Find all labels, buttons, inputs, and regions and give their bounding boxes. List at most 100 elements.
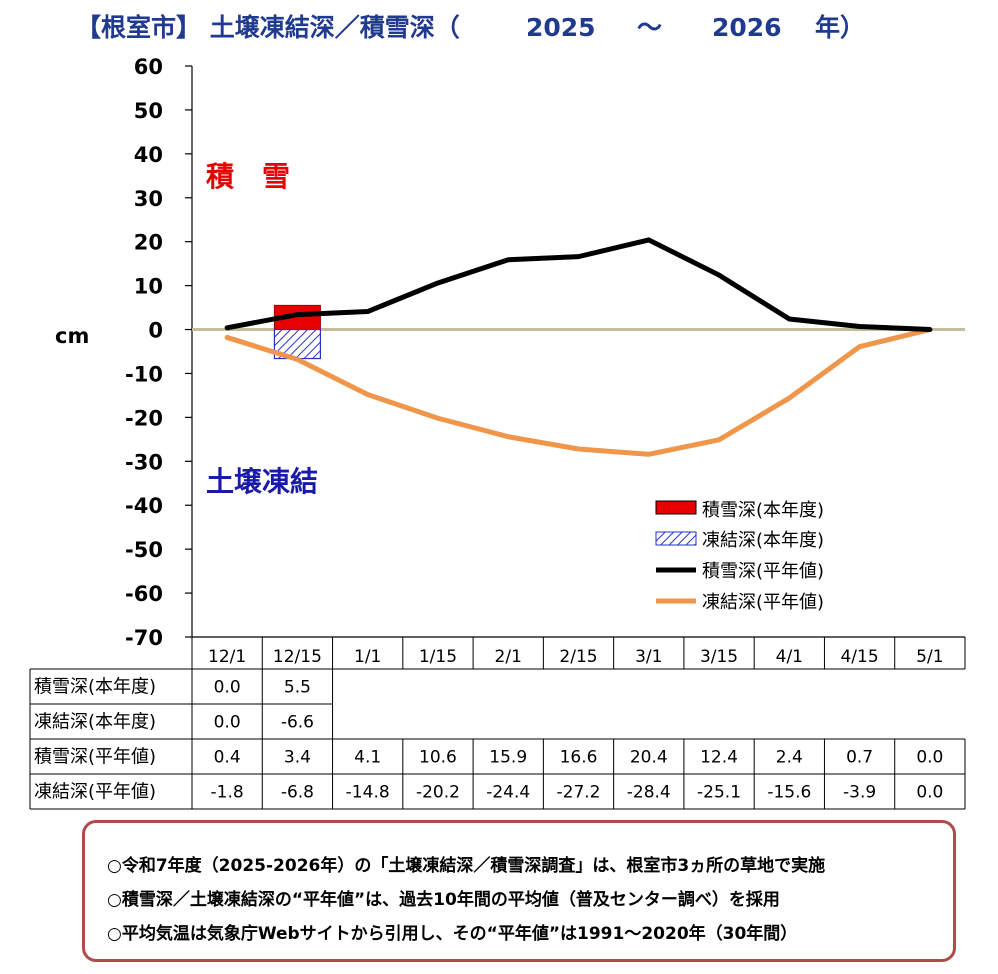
table-cell: 0.0 <box>214 713 241 733</box>
x-tick-label: 4/15 <box>840 647 878 667</box>
legend-swatch-snow-current <box>655 500 697 515</box>
title-suffix: 年） <box>815 13 865 42</box>
legend-label: 積雪深(平年値) <box>702 561 824 582</box>
y-tick-label: -70 <box>125 626 163 650</box>
table-cell: 0.0 <box>916 748 943 768</box>
table-cell: 15.9 <box>489 748 527 768</box>
x-tick-label: 1/15 <box>419 647 457 667</box>
legend: 積雪深(本年度) 凍結深(本年度) 積雪深(平年値) 凍結深(平年値) <box>655 500 824 613</box>
snow-line-normal-point <box>436 281 440 285</box>
table-cell: -28.4 <box>627 783 671 803</box>
table-cell: -15.6 <box>767 783 811 803</box>
table-cell: 20.4 <box>630 748 668 768</box>
snow-line-normal-point <box>295 313 299 317</box>
x-tick-label: 5/1 <box>916 647 943 667</box>
x-tick-label: 1/1 <box>354 647 381 667</box>
frost-line-normal-point <box>295 357 299 361</box>
frost-line-normal-point <box>436 416 440 420</box>
x-tick-label: 3/1 <box>635 647 662 667</box>
table-cell: 2.4 <box>776 748 803 768</box>
table-cell: -24.4 <box>486 783 530 803</box>
table-cell: -3.9 <box>843 783 876 803</box>
snow-line-normal-point <box>717 273 721 277</box>
note-2: ○積雪深／土壌凍結深の“平年値”は、過去10年間の平均値（普及センター調べ）を採… <box>107 890 780 910</box>
frost-line-normal <box>224 327 933 457</box>
table-cell: 12.4 <box>700 748 738 768</box>
snow-line-normal-point <box>858 324 862 328</box>
table-row-label: 積雪深(平年値) <box>34 747 156 768</box>
frost-line-normal-point <box>717 438 721 442</box>
y-tick-label: -30 <box>125 450 163 474</box>
table-cell: -25.1 <box>697 783 741 803</box>
legend-label: 凍結深(平年値) <box>702 592 824 613</box>
y-tick-label: 40 <box>134 143 163 167</box>
x-tick-label: 12/1 <box>208 647 246 667</box>
table-cell: -1.8 <box>211 783 244 803</box>
y-tick-label: 30 <box>134 187 163 211</box>
frost-line-normal-point <box>858 345 862 349</box>
frost-line-normal-point <box>225 335 229 339</box>
chart-title: 【根室市】 土壌凍結深／積雪深（ 2025 ～ 2026 年） <box>76 13 865 42</box>
y-tick-label: 60 <box>134 55 163 79</box>
y-tick-label: 10 <box>134 275 163 299</box>
frost-annotation: 土壌凍結 <box>206 465 318 498</box>
snow-line-normal-point <box>928 328 932 332</box>
y-tick-label: -60 <box>125 582 163 606</box>
table-cell: -6.8 <box>281 783 314 803</box>
snow-line-normal-point <box>577 255 580 259</box>
y-tick-label: 20 <box>134 231 163 255</box>
x-tick-label: 12/15 <box>273 647 322 667</box>
y-axis-label: cm <box>55 324 89 348</box>
table-cell: -6.6 <box>281 713 314 733</box>
snow-line-normal-point <box>225 326 229 330</box>
frost-line-normal-point <box>506 435 510 439</box>
y-tick-label: -50 <box>125 538 163 562</box>
title-tilde: ～ <box>637 13 662 42</box>
title-year-end: 2026 <box>712 13 782 42</box>
table-row-label: 積雪深(本年度) <box>34 677 156 698</box>
table-cell: 0.4 <box>214 748 241 768</box>
snow-line-normal <box>224 237 933 333</box>
legend-label: 凍結深(本年度) <box>702 530 824 551</box>
table-cell: 5.5 <box>284 678 311 698</box>
snow-line-normal-point <box>366 310 370 314</box>
frost-line-normal-point <box>577 447 580 451</box>
note-3: ○平均気温は気象庁Webサイトから引用し、その“平年値”は1991～2020年（… <box>107 924 798 944</box>
snow-line-normal-point <box>506 258 510 262</box>
table-cell: 0.0 <box>214 678 241 698</box>
notes-box: ○令和7年度（2025-2026年）の「土壌凍結深／積雪深調査」は、根室市3ヵ所… <box>82 820 956 962</box>
x-tick-label: 2/1 <box>495 647 522 667</box>
table-cell: -14.8 <box>346 783 390 803</box>
legend-label: 積雪深(本年度) <box>702 500 824 521</box>
table-cell: -20.2 <box>416 783 460 803</box>
frost-line-normal-point <box>787 396 791 400</box>
title-prefix: 【根室市】 土壌凍結深／積雪深（ <box>76 13 460 42</box>
table-cell: 3.4 <box>284 748 311 768</box>
data-table: 12/1 12/15 1/1 1/15 2/1 2/15 3/1 3/15 4/1 4/15 5/1… <box>29 636 966 810</box>
y-tick-label: 50 <box>134 99 163 123</box>
snow-line-normal-point <box>787 317 791 321</box>
table-cell: 0.7 <box>846 748 873 768</box>
y-tick-label: 0 <box>148 319 163 343</box>
table-row-label: 凍結深(本年度) <box>34 712 156 733</box>
table-cell: 0.0 <box>916 783 943 803</box>
title-year-start: 2025 <box>526 13 596 42</box>
table-cell: -27.2 <box>557 783 601 803</box>
snow-line-normal-point <box>647 238 651 242</box>
frost-line-normal-point <box>647 452 651 456</box>
snow-annotation: 積 雪 <box>206 160 290 193</box>
table-cell: 16.6 <box>560 748 598 768</box>
y-tick-label: -10 <box>125 362 163 386</box>
frost-line-normal-point <box>366 393 370 397</box>
lines <box>224 237 933 457</box>
chart: 【根室市】 土壌凍結深／積雪深（ 2025 ～ 2026 年） 60 50 40 30… <box>29 13 966 810</box>
y-tick-label: -20 <box>125 406 163 430</box>
x-tick-label: 4/1 <box>776 647 803 667</box>
legend-swatch-frost-current <box>655 531 697 546</box>
y-axis-ticks: 60 50 40 30 20 10 0 -10 -20 -30 -40 -50 -60 -70 <box>125 55 163 650</box>
table-row-label: 凍結深(平年値) <box>34 782 156 803</box>
table-cell: 10.6 <box>419 748 457 768</box>
note-1: ○令和7年度（2025-2026年）の「土壌凍結深／積雪深調査」は、根室市3ヵ所… <box>107 856 826 876</box>
y-tick-label: -40 <box>125 494 163 518</box>
table-cell: 4.1 <box>354 748 381 768</box>
